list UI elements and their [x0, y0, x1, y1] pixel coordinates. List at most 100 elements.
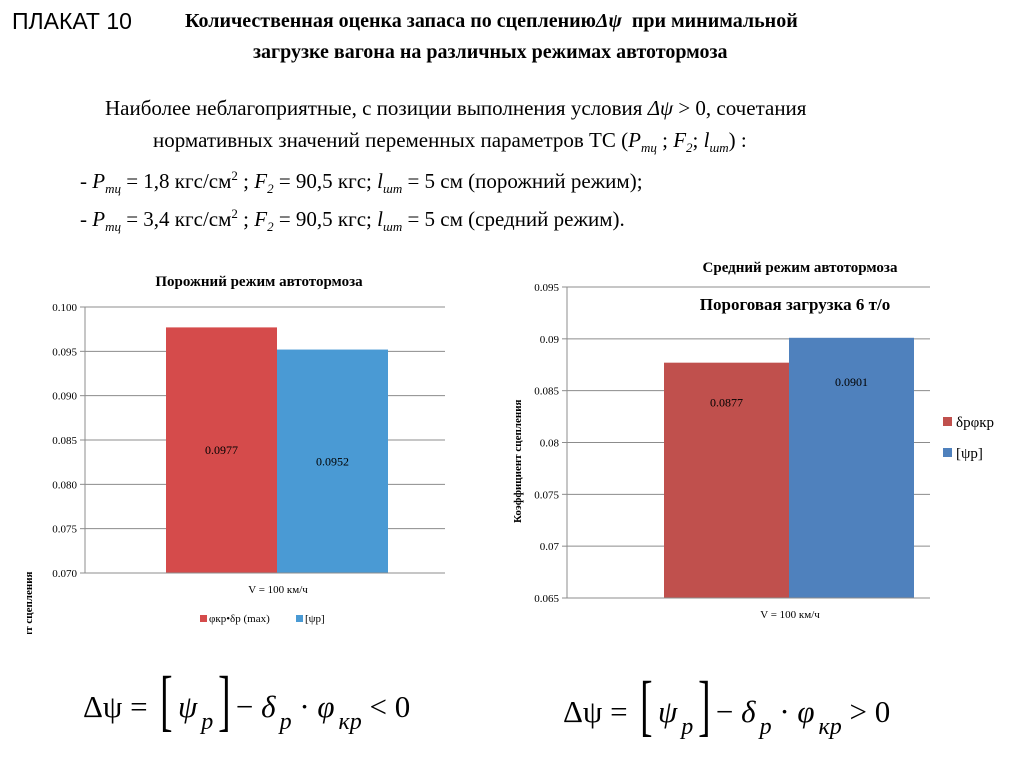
sep: ; [237, 169, 255, 193]
chart-empty-mode: Порожний режим автотормоза Коэффициент с… [23, 274, 445, 634]
formula-psi: ψ [657, 694, 678, 729]
bars [166, 327, 388, 573]
param-l: l [703, 128, 710, 152]
data-label-1: 0.0977 [205, 443, 238, 457]
formula-delta-sub: p [279, 709, 292, 735]
intro-text-tail: > 0, сочетания [673, 96, 807, 120]
y-ticks: 0.065 0.07 0.075 0.08 0.085 0.09 0.095 [534, 282, 567, 605]
x-tick-label: V = 100 км/ч [248, 584, 308, 596]
y-tick-label: 0.090 [52, 391, 77, 403]
y-tick-label: 0.095 [534, 282, 559, 294]
param-l-sub: шт [383, 219, 403, 234]
dash: - [80, 169, 93, 193]
sep: ; [237, 207, 255, 231]
formula-delta: δ [741, 694, 756, 729]
formula-phi-sub: кр [338, 709, 362, 735]
formula-relation: > 0 [841, 694, 891, 729]
param-f-value: = 90,5 кгс; [273, 207, 378, 231]
param-p: P [92, 169, 106, 193]
y-axis-label: Коэффициент сцепления [23, 571, 35, 634]
sep: ; [692, 128, 704, 152]
formula-phi: φ [317, 689, 335, 724]
page-title-line-1: Количественная оценка запаса по сцеплени… [185, 10, 798, 33]
intro-line-2: нормативных значений переменных параметр… [153, 128, 747, 156]
param-p-value: = 3,4 кгс/см [120, 207, 232, 231]
formula-lhs: Δψ = [563, 694, 636, 729]
chart-medium-mode: Средний режим автотормоза Пороговая загр… [512, 260, 994, 621]
formula-psi-sub: p [201, 709, 214, 735]
y-tick-label: 0.065 [534, 593, 559, 605]
bracket-open: [ [160, 662, 173, 738]
intro-text: Наиболее неблагоприятные, с позиции выпо… [105, 96, 648, 120]
param-l-sub: шт [383, 181, 403, 196]
data-label-2: 0.0952 [316, 454, 349, 468]
bar-1 [664, 362, 789, 598]
condition-line-2: - Pтц = 3,4 кгс/см2 ; F2 = 90,5 кгс; lшт… [80, 206, 625, 235]
legend-label-series-2: [ψр] [305, 613, 325, 625]
y-tick-label: 0.09 [540, 334, 560, 346]
x-tick-label: V = 100 км/ч [760, 609, 820, 621]
page-title-line-2: загрузке вагона на различных режимах авт… [253, 41, 728, 63]
formula-psi-sub: p [681, 714, 694, 740]
legend-label-series-1: φкр•δр (max) [209, 613, 270, 625]
y-tick-label: 0.08 [540, 438, 560, 450]
bar-2 [789, 337, 914, 598]
param-f-sub: 2 [267, 219, 274, 234]
y-tick-label: 0.070 [52, 568, 77, 580]
formula-delta-sub: p [759, 714, 772, 740]
param-f: F [673, 128, 687, 152]
y-tick-label: 0.075 [534, 489, 559, 501]
formula-relation: < 0 [361, 689, 411, 724]
formula-dot: · [291, 689, 318, 724]
param-p-sub: тц [640, 140, 657, 155]
param-f-sub: 2 [686, 140, 693, 155]
chart-title: Порожний режим автотормоза [155, 274, 363, 290]
bracket-close: ] [218, 662, 231, 738]
sep: ; [656, 128, 674, 152]
data-label-1: 0.0877 [710, 396, 743, 410]
y-tick-label: 0.07 [540, 541, 560, 553]
param-l-value: = 5 см (средний режим). [402, 207, 625, 231]
formula-phi: φ [797, 694, 815, 729]
y-tick-label: 0.095 [52, 346, 77, 358]
formula-delta: δ [261, 689, 276, 724]
param-l-sub: шт [709, 140, 729, 155]
y-tick-label: 0.085 [52, 435, 77, 447]
formula-lhs: Δψ = [83, 689, 156, 724]
data-labels: 0.0877 0.0901 [710, 375, 868, 410]
legend: φкр•δр (max) [ψр] [200, 613, 325, 625]
param-p-sub: тц [105, 181, 121, 196]
bar-2 [277, 349, 388, 573]
formula-dot: · [771, 694, 798, 729]
intro-end: ) : [728, 128, 747, 152]
y-tick-label: 0.080 [52, 479, 77, 491]
y-tick-label: 0.075 [52, 524, 77, 536]
poster-label: ПЛАКАТ 10 [12, 8, 132, 34]
param-f-sub: 2 [267, 181, 274, 196]
legend: δрφкр [ψр] [943, 415, 994, 462]
unit-sup: 2 [231, 206, 238, 221]
formula-minus: − [715, 694, 742, 729]
param-l: l [377, 169, 383, 193]
legend-swatch-series-2 [943, 448, 952, 457]
param-p: P [628, 128, 641, 152]
legend-label-series-1: δрφкр [956, 415, 994, 431]
legend-label-series-2: [ψр] [956, 446, 983, 462]
formula-phi-sub: кр [818, 714, 842, 740]
y-tick-label: 0.085 [534, 386, 559, 398]
formula-minus: − [235, 689, 262, 724]
bracket-close: ] [698, 667, 711, 743]
bracket-open: [ [640, 667, 653, 743]
param-p: P [92, 207, 106, 231]
unit-sup: 2 [231, 168, 238, 183]
param-f: F [254, 169, 268, 193]
param-f-value: = 90,5 кгс; [273, 169, 378, 193]
legend-swatch-series-1 [943, 417, 952, 426]
legend-swatch-series-2 [296, 615, 303, 622]
formula-psi: ψ [177, 689, 198, 724]
legend-swatch-series-1 [200, 615, 207, 622]
chart-subtitle: Пороговая загрузка 6 т/о [700, 295, 890, 314]
param-p-sub: тц [105, 219, 121, 234]
bars [664, 337, 914, 598]
